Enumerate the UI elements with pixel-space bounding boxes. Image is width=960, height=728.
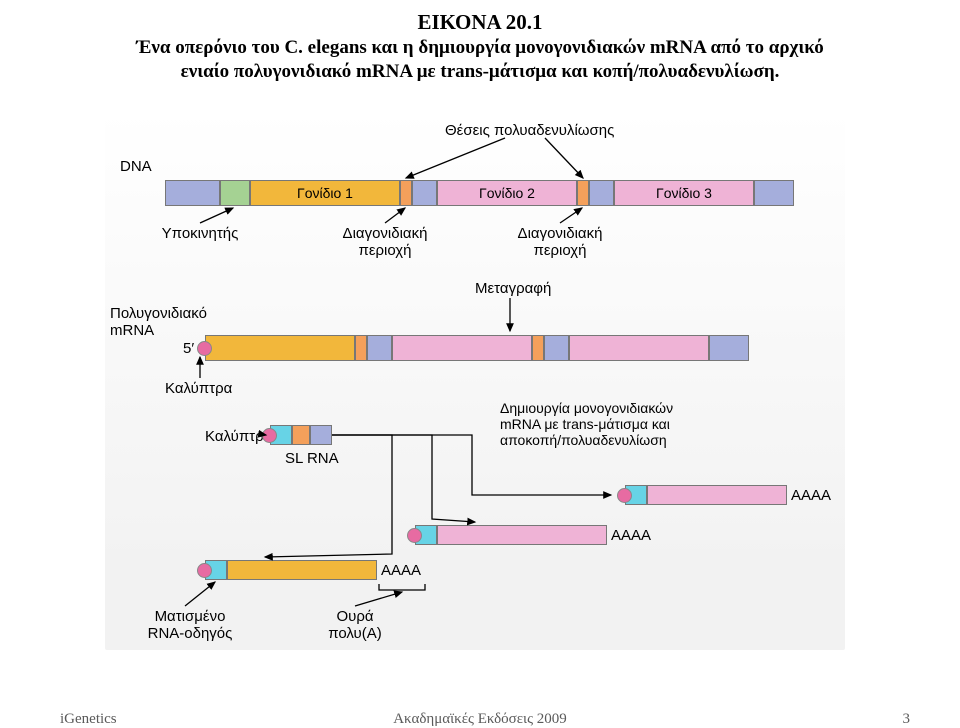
- product-3-polyA: AAAA: [791, 487, 831, 504]
- sl-rna-cap-icon: [262, 428, 277, 443]
- product-1-cap-icon: [197, 563, 212, 578]
- polyA-tail-label: Ουρά πολυ(Α): [315, 608, 395, 642]
- mrna-cap-icon: [197, 341, 212, 356]
- monocistronic-desc: Δημιουργία μονογονιδιακών mRNA με trans-…: [500, 400, 673, 448]
- intergenic-2-label: Διαγονιδιακή περιοχή: [505, 225, 615, 259]
- product-1-polyA: AAAA: [381, 562, 421, 579]
- dna-row: Γονίδιο 1Γονίδιο 2Γονίδιο 3: [165, 180, 794, 206]
- product-1-row: [205, 560, 377, 580]
- title-block: ΕΙΚΟΝΑ 20.1 Ένα οπερόνιο του C. elegans …: [0, 0, 960, 83]
- caption-line-2: ενιαίο πολυγονιδιακό mRNA με trans-μάτισ…: [0, 61, 960, 83]
- polycistronic-mrna-row: [205, 335, 749, 361]
- footer-right: 3: [903, 711, 911, 728]
- cap-label-1: Καλύπτρα: [165, 380, 232, 397]
- transcription-label: Μεταγραφή: [475, 280, 551, 297]
- footer-center: Ακαδημαϊκές Εκδόσεις 2009: [0, 711, 960, 728]
- sl-rna-label: SL RNA: [285, 450, 339, 467]
- promoter-label: Υποκινητής: [145, 225, 255, 242]
- product-2-polyA: AAAA: [611, 527, 651, 544]
- product-3-row: [625, 485, 787, 505]
- product-2-row: [415, 525, 607, 545]
- poly-mrna-label: Πολυγονιδιακό mRNA: [110, 305, 207, 339]
- spliced-leader-label: Ματισμένο RNA-οδηγός: [130, 608, 250, 642]
- intergenic-1-label: Διαγονιδιακή περιοχή: [330, 225, 440, 259]
- sl-rna-row: [270, 425, 332, 445]
- figure-number: ΕΙΚΟΝΑ 20.1: [0, 10, 960, 35]
- polyadenylation-sites-label: Θέσεις πολυαδενυλίωσης: [445, 122, 614, 139]
- five-prime-label: 5′: [183, 340, 194, 357]
- product-3-cap-icon: [617, 488, 632, 503]
- dna-label: DNA: [120, 158, 152, 175]
- caption-line-1: Ένα οπερόνιο του C. elegans και η δημιου…: [0, 37, 960, 59]
- diagram-panel: Θέσεις πολυαδενυλίωσης DNA Γονίδιο 1Γονί…: [105, 110, 845, 650]
- product-2-cap-icon: [407, 528, 422, 543]
